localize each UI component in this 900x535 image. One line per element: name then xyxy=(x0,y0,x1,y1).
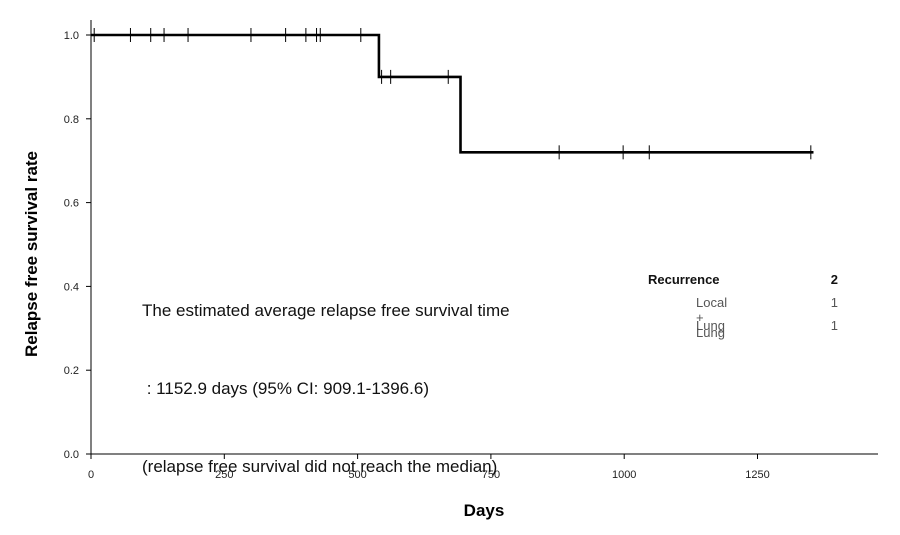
y-tick-label: 1.0 xyxy=(64,30,79,42)
x-tick-label: 500 xyxy=(348,469,366,481)
survival-curve xyxy=(91,33,814,154)
x-tick-label: 250 xyxy=(215,469,233,481)
legend-title-count: 2 xyxy=(830,272,838,287)
annotation-line-3: (relapse free survival did not reach the… xyxy=(142,457,498,476)
y-axis-title: Relapse free survival rate xyxy=(22,151,41,357)
ticks: 0 250 500 750 1000 1250 0.0 0.2 0.4 0.6 0.8 1.0 xyxy=(64,30,770,481)
axes xyxy=(90,20,878,455)
annotation-line-2: : 1152.9 days (95% CI: 909.1-1396.6) xyxy=(142,379,429,398)
legend-item-count: 1 xyxy=(830,295,838,310)
annotation-line-1: The estimated average relapse free survi… xyxy=(142,301,510,320)
x-tick-label: 1000 xyxy=(612,469,636,481)
annotation: The estimated average relapse free survi… xyxy=(142,246,510,506)
y-tick-label: 0.0 xyxy=(64,449,79,461)
legend-item-label: Lung xyxy=(696,318,725,333)
x-axis-title: Days xyxy=(464,501,505,520)
x-tick-label: 750 xyxy=(482,469,500,481)
x-tick-label: 0 xyxy=(88,469,94,481)
y-tick-label: 0.4 xyxy=(64,281,79,293)
legend-item-count: 1 xyxy=(830,318,838,333)
legend-title: Recurrence xyxy=(648,272,720,287)
censor-marks xyxy=(93,28,812,160)
x-tick-label: 1250 xyxy=(745,469,769,481)
legend-item-label: Local + Lung xyxy=(696,295,728,340)
y-tick-label: 0.6 xyxy=(64,198,79,210)
survival-step-line xyxy=(91,33,814,154)
y-tick-label: 0.2 xyxy=(64,365,79,377)
y-tick-label: 0.8 xyxy=(64,114,79,126)
